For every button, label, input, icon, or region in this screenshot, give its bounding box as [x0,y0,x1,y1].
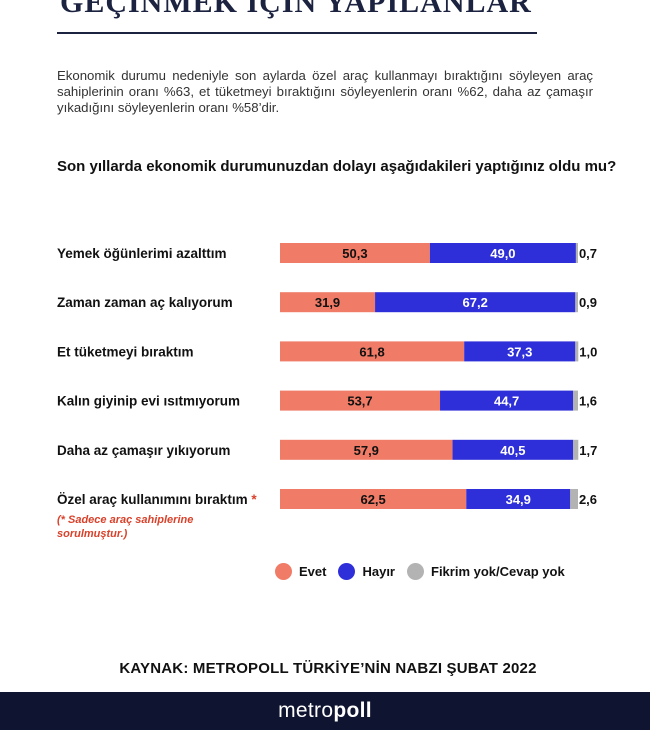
category-label-4: Kalın giyinip evi ısıtmıyorum [57,394,240,409]
data-label-hay-r-3: 37,3 [507,344,532,359]
bar-fikrim-yok-cevap-yok-6 [570,489,578,509]
title-underline [57,32,537,34]
intro-paragraph: Ekonomik durumu nedeniyle son aylarda öz… [57,68,593,115]
data-label-fikrim-yok-cevap-yok-5: 1,7 [579,443,597,458]
category-label-5: Daha az çamaşır yıkıyorum [57,443,230,458]
category-marker-6: * [248,492,258,507]
legend-item-evet: Evet [275,563,326,580]
legend-label-hayir: Hayır [362,564,395,579]
page-title: GEÇİNMEK İÇİN YAPILANLAR [60,0,532,19]
source-credit: KAYNAK: METROPOLL TÜRKİYE’NİN NABZI ŞUBA… [119,660,537,677]
data-label-evet-1: 50,3 [342,246,367,261]
legend-swatch-evet [275,563,292,580]
brand-logo: metropoll [278,699,372,723]
bar-hay-r-1 [429,243,576,263]
survey-question: Son yıllarda ekonomik durumunuzdan dolay… [57,158,617,175]
bar-evet-4 [280,390,441,411]
legend-item-hayir: Hayır [338,563,395,580]
data-label-evet-6: 62,5 [360,492,385,507]
bar-fikrim-yok-cevap-yok-3 [575,341,579,362]
bar-fikrim-yok-cevap-yok-2 [575,292,578,313]
bar-evet-1 [280,243,430,263]
data-label-evet-3: 61,8 [359,344,384,359]
data-label-fikrim-yok-cevap-yok-3: 1,0 [579,344,597,359]
chart-legend: Evet Hayır Fikrim yok/Cevap yok [275,563,577,580]
bar-fikrim-yok-cevap-yok-1 [575,243,578,263]
footer-bar: metropoll [0,692,650,730]
legend-item-fikrim-yok: Fikrim yok/Cevap yok [407,563,565,580]
data-label-fikrim-yok-cevap-yok-2: 0,9 [579,295,597,310]
data-label-fikrim-yok-cevap-yok-4: 1,6 [579,394,597,409]
legend-swatch-hayir [338,563,356,580]
bar-hay-r-2 [375,292,576,313]
bar-hay-r-3 [464,341,576,362]
category-label-6: Özel araç kullanımını bıraktım * [57,492,257,507]
bar-evet-2 [280,292,376,313]
data-label-fikrim-yok-cevap-yok-1: 0,7 [579,246,597,261]
brand-logo-part1: metro [278,699,334,722]
bar-fikrim-yok-cevap-yok-5 [573,439,579,460]
bar-evet-3 [280,341,465,362]
data-label-evet-2: 31,9 [315,295,340,310]
category-label-2: Zaman zaman aç kalıyorum [57,295,233,310]
legend-label-evet: Evet [299,564,327,579]
category-label-1: Yemek öğünlerimi azalttım [57,246,227,261]
data-label-hay-r-1: 49,0 [490,246,515,261]
data-label-evet-5: 57,9 [354,443,379,458]
data-label-evet-4: 53,7 [347,394,372,409]
data-label-fikrim-yok-cevap-yok-6: 2,6 [579,492,597,507]
data-label-hay-r-2: 67,2 [463,295,488,310]
stacked-bar-chart: Yemek öğünlerimi azalttım 50,3 49,0 0,7 Zama… [57,243,597,509]
data-label-hay-r-5: 40,5 [500,443,525,458]
footnote: (* Sadece araç sahiplerine sorulmuştur.) [57,514,194,540]
bar-hay-r-4 [440,390,574,411]
category-label-3: Et tüketmeyi bıraktım [57,344,194,359]
data-label-hay-r-4: 44,7 [494,394,519,409]
brand-logo-part2: poll [333,699,372,722]
legend-swatch-fikrim-yok [407,563,424,580]
bar-fikrim-yok-cevap-yok-4 [573,390,578,411]
bar-evet-5 [280,439,453,460]
data-label-hay-r-6: 34,9 [506,492,531,507]
legend-label-fikrim-yok: Fikrim yok/Cevap yok [431,564,565,579]
bar-evet-6 [280,489,467,509]
bar-hay-r-6 [466,489,571,509]
bar-hay-r-5 [452,439,574,460]
